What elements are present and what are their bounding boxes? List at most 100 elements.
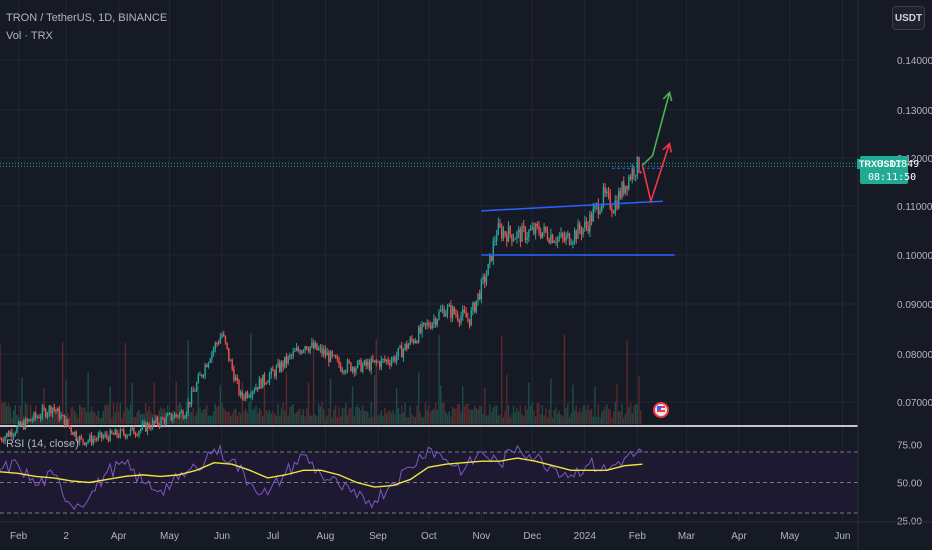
volume-bar [290, 405, 293, 424]
volume-bar [346, 415, 349, 424]
candle-body [78, 436, 81, 443]
candle-body [223, 334, 225, 336]
candle-body [468, 318, 471, 326]
candle-body [136, 434, 138, 436]
volume-bar [373, 375, 376, 424]
currency-button[interactable]: USDT [892, 6, 925, 30]
volume-bar [14, 404, 16, 424]
candle-body [250, 395, 252, 397]
volume-bar [239, 413, 242, 424]
economic-events-flag-icon[interactable] [653, 402, 669, 418]
candle-body [417, 327, 420, 343]
candle-body [626, 185, 628, 190]
volume-bar [421, 417, 423, 424]
candle-body [55, 409, 57, 412]
volume-bar [560, 414, 562, 424]
candle-body [80, 436, 83, 439]
candle-body [214, 342, 216, 349]
volume-bar [455, 408, 457, 424]
volume-bar [333, 409, 335, 424]
candle-body [404, 343, 406, 350]
candle-body [426, 322, 428, 325]
candle-body [343, 370, 345, 373]
candle-body [229, 360, 232, 362]
volume-bar [590, 408, 593, 424]
volume-legend[interactable]: Vol · TRX [6, 30, 53, 42]
candle-body [182, 411, 184, 419]
volume-bar [429, 412, 432, 424]
volume-bar [533, 410, 535, 424]
candle-body [406, 343, 408, 349]
volume-bar [258, 408, 261, 424]
volume-bar [217, 405, 220, 424]
price-axis-bg [858, 0, 932, 550]
price-tick-label: 0.13000 [897, 106, 932, 117]
volume-bar [146, 411, 149, 424]
drawing-overlays[interactable] [0, 90, 858, 256]
candle-body [329, 351, 332, 363]
volume-bar [265, 409, 267, 424]
candle-body [562, 233, 564, 237]
volume-bar [460, 411, 462, 424]
candle-body [77, 439, 79, 443]
volume-bar [12, 410, 15, 424]
candle-body [190, 390, 193, 405]
volume-bar [6, 406, 8, 424]
volume-bar [99, 417, 101, 424]
volume-bar [345, 403, 347, 424]
candle-body [370, 359, 372, 371]
candle-body [236, 377, 238, 381]
candle-body [21, 422, 23, 426]
volume-bar [4, 402, 6, 424]
volume-bar [404, 403, 406, 424]
volume-bar [129, 403, 132, 424]
price-tick-label: 0.07000 [897, 398, 932, 409]
candle-body [584, 221, 586, 229]
volume-bar [199, 407, 201, 424]
volume-bar [73, 411, 76, 424]
candle-body [131, 427, 133, 430]
candle-body [599, 210, 601, 215]
candle-body [163, 419, 166, 424]
rsi-legend[interactable]: RSI (14, close) [6, 438, 79, 450]
candle-body [263, 374, 266, 383]
candle-body [372, 359, 374, 362]
volume-bar [273, 413, 276, 424]
volume-bar [187, 340, 189, 424]
candle-body [395, 356, 398, 362]
volume-bar [295, 411, 298, 424]
rsi-line [0, 443, 643, 511]
volume-bar [399, 414, 401, 424]
candle-body [145, 422, 147, 432]
volume-bar [92, 411, 94, 424]
volume-bar [56, 410, 59, 424]
price-tick-label: 0.12000 [897, 154, 932, 165]
candle-body [517, 229, 520, 233]
candle-body [43, 407, 45, 410]
volume-bar [580, 412, 583, 424]
volume-bar [136, 412, 138, 424]
volume-bar [467, 404, 469, 424]
candle-body [151, 420, 154, 429]
volume-bar [450, 416, 452, 424]
volume-bar [107, 405, 110, 424]
volume-bar [440, 385, 442, 424]
volume-bar [328, 408, 330, 424]
price-tick-label: 0.09000 [897, 300, 932, 311]
price-tick-label: 0.10000 [897, 251, 932, 262]
candle-body [545, 226, 547, 232]
candle-body [60, 415, 62, 419]
volume-bar [336, 417, 339, 424]
volume-bar [299, 408, 301, 424]
volume-bar [267, 412, 269, 424]
volume-bar [353, 415, 355, 424]
candle-body [436, 319, 439, 325]
symbol-legend[interactable]: TRON / TetherUS, 1D, BINANCE [6, 12, 168, 24]
candle-body [423, 322, 425, 324]
volume-bar [360, 410, 362, 424]
volume-bar [578, 408, 581, 424]
bear-projection-line [641, 143, 671, 205]
candle-body [546, 231, 549, 240]
volume-bar [168, 415, 171, 424]
